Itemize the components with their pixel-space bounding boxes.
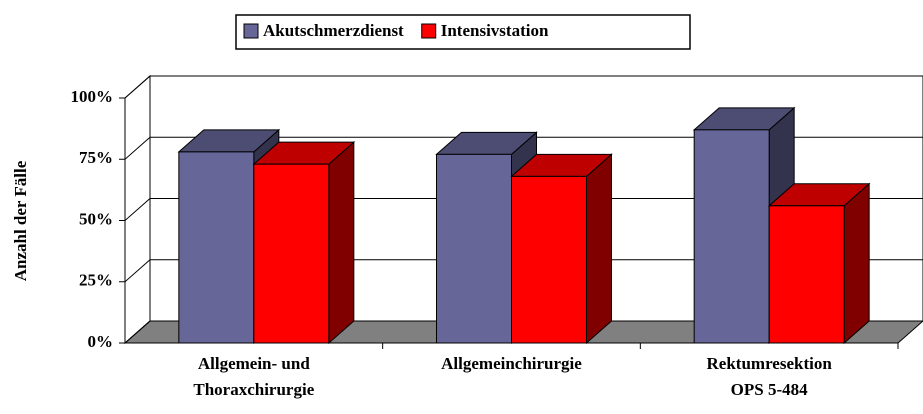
grid-line <box>124 320 151 344</box>
x-tick-label: Allgemein- und <box>198 354 310 373</box>
legend-label: Intensivstation <box>441 21 549 40</box>
grid-line <box>124 259 151 283</box>
x-tick-label: Rektumresektion <box>707 354 833 373</box>
x-tick-label: Allgemeinchirurgie <box>441 354 582 373</box>
y-axis-label: Anzahl der Fälle <box>11 160 30 281</box>
x-tick-label: Thoraxchirurgie <box>193 380 314 399</box>
legend-swatch <box>243 23 259 39</box>
legend-box <box>235 14 691 50</box>
bar-side <box>586 153 612 345</box>
legend-swatch <box>421 23 437 39</box>
bar <box>178 151 255 344</box>
bar <box>436 153 512 344</box>
y-tick-label: 0% <box>88 332 114 351</box>
y-tick-label: 75% <box>79 148 113 167</box>
bar-side <box>328 141 355 345</box>
y-tick-label: 50% <box>79 209 113 228</box>
x-tick-label: OPS 5-484 <box>731 380 808 399</box>
grid-line <box>124 75 151 99</box>
grid-line <box>124 136 151 160</box>
y-tick-label: 25% <box>79 271 113 290</box>
legend-label: Akutschmerzdienst <box>263 21 404 40</box>
bar <box>253 163 330 344</box>
bar <box>511 175 587 344</box>
grid-line <box>124 198 151 221</box>
bar <box>693 129 770 344</box>
bar-side <box>843 182 870 345</box>
y-tick-label: 100% <box>71 87 114 106</box>
bar <box>768 205 845 344</box>
